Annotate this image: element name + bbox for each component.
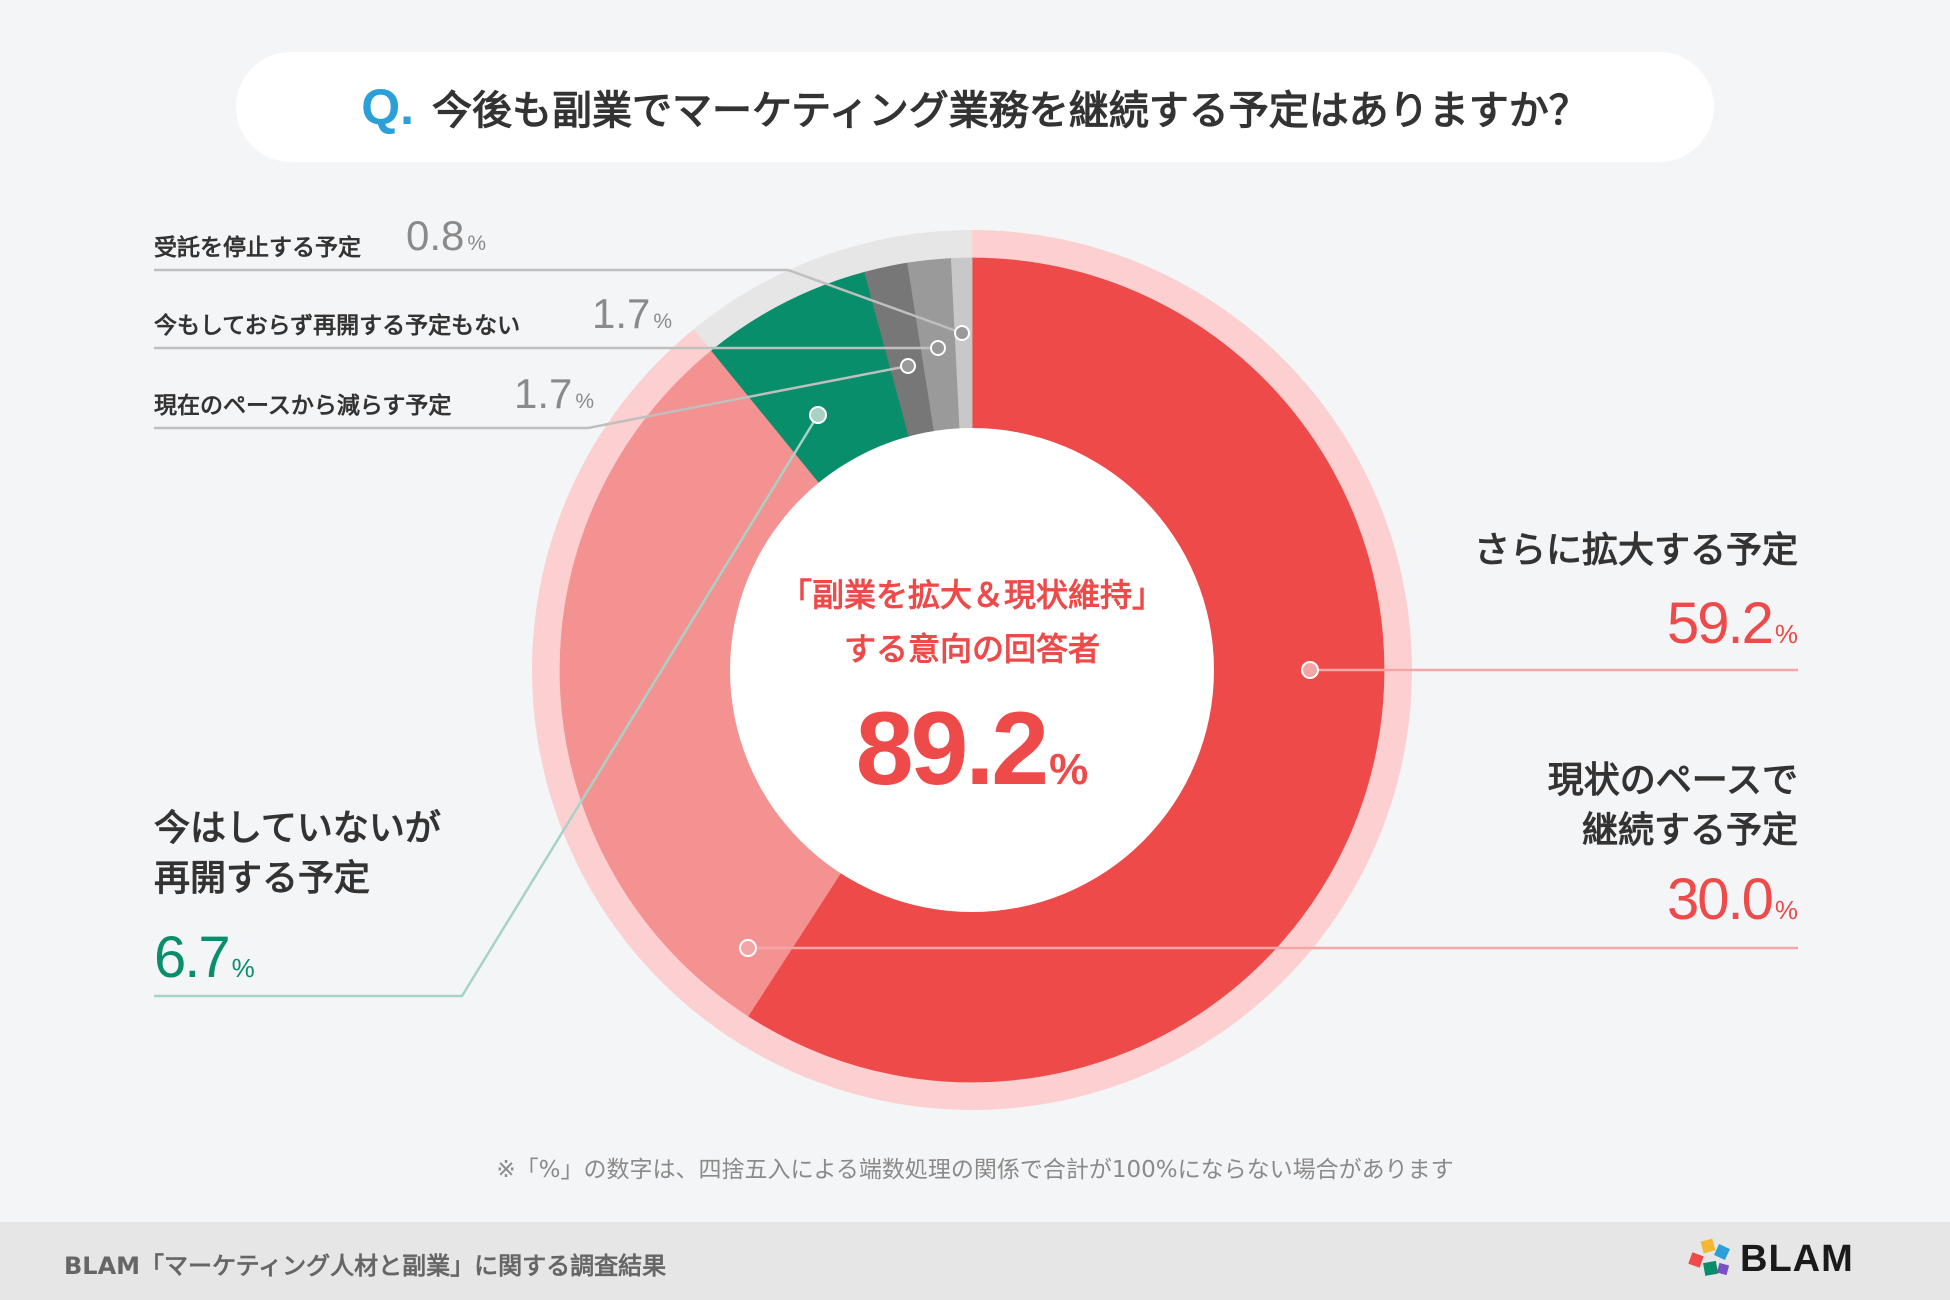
value-resume-unit: % <box>231 953 255 983</box>
leader-dot-none <box>930 340 946 356</box>
value-expand-number: 59.2 <box>1666 591 1774 656</box>
value-reduce-number: 1.7 <box>514 370 573 417</box>
value-keep: 30.0% <box>1380 866 1798 933</box>
center-value: 89.2% <box>730 690 1214 809</box>
leader-dot-reduce <box>900 358 916 374</box>
label-resume-line2: 再開する予定 <box>154 858 371 899</box>
brand-mark-icon <box>1688 1238 1730 1276</box>
label-keep-line1: 現状のペースで <box>1547 760 1798 801</box>
label-stop: 受託を停止する予定 <box>154 235 361 261</box>
footer-bar: BLAM「マーケティング人材と副業」に関する調査結果 BLAM <box>0 1222 1950 1300</box>
value-reduce: 1.7% <box>514 370 594 418</box>
leader-line-resume <box>154 414 820 998</box>
value-keep-number: 30.0 <box>1666 867 1774 932</box>
value-stop-unit: % <box>467 232 487 255</box>
value-resume: 6.7% <box>154 924 255 991</box>
label-resume: 今はしていないが 再開する予定 <box>154 804 441 904</box>
leader-dot-stop <box>954 325 970 341</box>
brand-name: BLAM <box>1740 1237 1854 1280</box>
center-subtitle: する意向の回答者 <box>843 630 1100 668</box>
value-reduce-unit: % <box>575 390 595 413</box>
label-resume-line1: 今はしていないが <box>154 808 441 849</box>
leader-dot-expand <box>1301 661 1319 679</box>
footer-source: BLAM「マーケティング人材と副業」に関する調査結果 <box>64 1252 667 1280</box>
leader-line-reduce <box>154 364 909 430</box>
label-keep-line2: 継続する予定 <box>1581 810 1798 851</box>
leader-dot-resume <box>809 406 827 424</box>
halo-ring-other <box>693 230 972 353</box>
question-text: 今後も副業でマーケティング業務を継続する予定はありますか？ <box>431 88 1589 134</box>
value-keep-unit: % <box>1774 895 1798 925</box>
value-expand: 59.2% <box>1380 590 1798 657</box>
leader-dot-keep <box>739 939 757 957</box>
value-resume-number: 6.7 <box>154 925 231 990</box>
question-banner: Q. 今後も副業でマーケティング業務を継続する予定はありますか？ <box>236 52 1714 162</box>
value-none-unit: % <box>653 310 673 333</box>
brand-logo: BLAM <box>1688 1236 1854 1282</box>
center-title: 「副業を拡大＆現状維持」 <box>779 576 1164 614</box>
q-mark: Q. <box>361 79 414 135</box>
center-value-unit: % <box>1049 745 1089 794</box>
value-none: 1.7% <box>592 290 672 338</box>
footnote: ※「%」の数字は、四捨五入による端数処理の関係で合計が100%にならない場合があ… <box>496 1157 1454 1183</box>
donut-hole <box>730 428 1214 912</box>
center-value-number: 89.2 <box>855 691 1049 807</box>
value-expand-unit: % <box>1774 619 1798 649</box>
value-stop: 0.8% <box>406 212 486 260</box>
label-reduce: 現在のペースから減らす予定 <box>154 393 452 419</box>
value-stop-number: 0.8 <box>406 212 465 259</box>
value-none-number: 1.7 <box>592 290 651 337</box>
label-none: 今もしておらず再開する予定もない <box>154 313 521 339</box>
label-expand: さらに拡大する予定 <box>1473 530 1798 571</box>
donut-chart <box>154 230 1798 1110</box>
label-keep: 現状のペースで 継続する予定 <box>1380 756 1798 856</box>
leader-line-stop <box>154 268 963 335</box>
